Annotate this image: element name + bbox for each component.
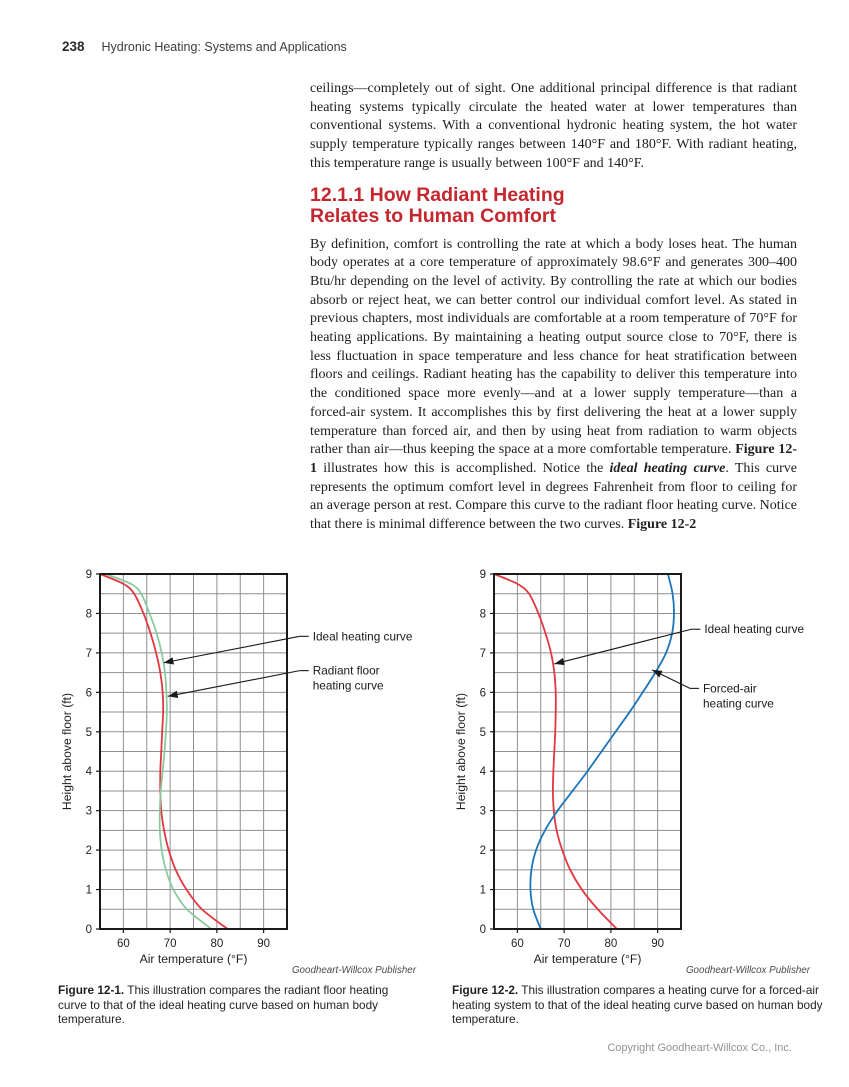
caption-figure-label: Figure 12-2. <box>452 983 519 997</box>
curve-ideal-heating-curve <box>101 575 228 928</box>
y-tick-label: 9 <box>480 569 486 581</box>
body-text: By definition, comfort is controlling th… <box>310 236 797 458</box>
article-column: ceilings—completely out of sight. One ad… <box>310 80 797 535</box>
y-tick-label: 9 <box>86 569 92 581</box>
y-tick-label: 8 <box>86 608 92 620</box>
y-axis-label: Height above floor (ft) <box>60 693 74 810</box>
figure-12-2-svg: 60 70 80 90 0 1 2 3 4 5 6 7 8 9 Air temperature (°F) He… <box>454 569 805 966</box>
x-tick-label: 90 <box>257 938 270 950</box>
figure-12-1-chart: 60 70 80 90 0 1 2 3 4 5 6 7 8 9 Air temperature (°F) He… <box>58 566 420 970</box>
section-heading-line2: Relates to Human Comfort <box>310 205 556 228</box>
running-title: Hydronic Heating: Systems and Applicatio… <box>101 40 347 54</box>
section-heading-line1: 12.1.1 How Radiant Heating <box>310 183 565 206</box>
y-tick-label: 6 <box>480 687 486 699</box>
y-tick-label: 3 <box>480 806 486 818</box>
annotation-ideal-heating-curve: Ideal heating curve <box>554 622 805 666</box>
curve-forced-air-heating-curve <box>529 575 675 928</box>
y-tick-label: 2 <box>86 845 92 857</box>
figure-12-1-reference: Figure 12-1 <box>310 442 797 476</box>
publisher-credit: Goodheart-Willcox Publisher <box>685 965 810 976</box>
y-tick-label: 0 <box>480 924 486 936</box>
x-tick-label: 70 <box>558 938 571 950</box>
x-axis-label: Air temperature (°F) <box>534 952 642 965</box>
y-tick-label: 5 <box>480 727 486 739</box>
caption-text: This illustration compares a heating cur… <box>452 983 823 1027</box>
x-tick-label: 60 <box>511 938 524 950</box>
x-tick-label: 90 <box>651 938 664 950</box>
x-tick-label: 60 <box>117 938 130 950</box>
y-tick-label: 7 <box>480 648 486 660</box>
y-tick-label: 1 <box>86 885 92 897</box>
plot-frame <box>99 573 288 930</box>
publisher-credit: Goodheart-Willcox Publisher <box>291 965 416 976</box>
key-term-ideal-heating-curve: ideal heating curve <box>609 460 726 476</box>
annotation-label: Forced-air heating curve <box>703 681 774 710</box>
intro-paragraph: ceilings—completely out of sight. One ad… <box>310 81 797 171</box>
gridlines <box>100 574 287 929</box>
page-number: 238 <box>62 39 85 54</box>
y-tick-label: 4 <box>86 766 93 778</box>
figure-12-1-caption: Figure 12-1. This illustration compares … <box>58 983 410 1027</box>
figure-12-2: 60 70 80 90 0 1 2 3 4 5 6 7 8 9 Air temperature (°F) He… <box>452 566 844 1027</box>
y-tick-label: 3 <box>86 806 92 818</box>
figure-12-2-chart: 60 70 80 90 0 1 2 3 4 5 6 7 8 9 Air temperature (°F) He… <box>452 566 844 970</box>
x-axis-label: Air temperature (°F) <box>140 952 248 965</box>
y-tick-label: 6 <box>86 687 92 699</box>
y-tick-label: 7 <box>86 648 92 660</box>
figure-12-1-svg: 60 70 80 90 0 1 2 3 4 5 6 7 8 9 Air temperature (°F) He… <box>60 569 413 966</box>
copyright-notice: Copyright Goodheart-Willcox Co., Inc. <box>607 1042 792 1054</box>
axis-ticks: 60 70 80 90 0 1 2 3 4 5 6 7 8 9 <box>86 569 270 950</box>
body-paragraph: By definition, comfort is controlling th… <box>310 236 797 535</box>
annotation-label: Ideal heating curve <box>313 629 413 643</box>
y-axis-label: Height above floor (ft) <box>454 693 468 810</box>
annotation-ideal-heating-curve: Ideal heating curve <box>163 629 413 665</box>
caption-figure-label: Figure 12-1. <box>58 983 125 997</box>
section-heading: 12.1.1 How Radiant Heating Relates to Hu… <box>310 183 797 228</box>
body-text: illustrates how this is accomplished. No… <box>317 460 610 476</box>
annotation-label: Ideal heating curve <box>704 622 804 636</box>
curve-ideal-heating-curve <box>495 575 618 928</box>
y-tick-label: 8 <box>480 608 486 620</box>
y-tick-label: 4 <box>480 766 487 778</box>
body-text: . This curve represents the optimum comf… <box>310 460 797 533</box>
caption-text: This illustration compares the radiant f… <box>58 983 389 1027</box>
figure-12-1: 60 70 80 90 0 1 2 3 4 5 6 7 8 9 Air temperature (°F) He… <box>58 566 420 1027</box>
gridlines <box>494 574 681 929</box>
annotation-radiant-floor-heating-curve: Radiant floor heating curve <box>167 664 384 699</box>
axis-ticks: 60 70 80 90 0 1 2 3 4 5 6 7 8 9 <box>480 569 664 950</box>
annotation-forced-air-heating-curve: Forced-air heating curve <box>651 669 774 710</box>
annotation-label: Radiant floor heating curve <box>313 664 384 693</box>
plot-frame <box>493 573 682 930</box>
page-header: 238 Hydronic Heating: Systems and Applica… <box>62 39 347 54</box>
figure-12-2-caption: Figure 12-2. This illustration compares … <box>452 983 826 1027</box>
y-tick-label: 2 <box>480 845 486 857</box>
x-tick-label: 80 <box>210 938 223 950</box>
x-tick-label: 70 <box>164 938 177 950</box>
y-tick-label: 5 <box>86 727 92 739</box>
y-tick-label: 1 <box>480 885 486 897</box>
curve-radiant-floor-heating-curve <box>105 575 212 928</box>
figure-12-2-reference: Figure 12-2 <box>627 517 697 533</box>
x-tick-label: 80 <box>604 938 617 950</box>
y-tick-label: 0 <box>86 924 92 936</box>
